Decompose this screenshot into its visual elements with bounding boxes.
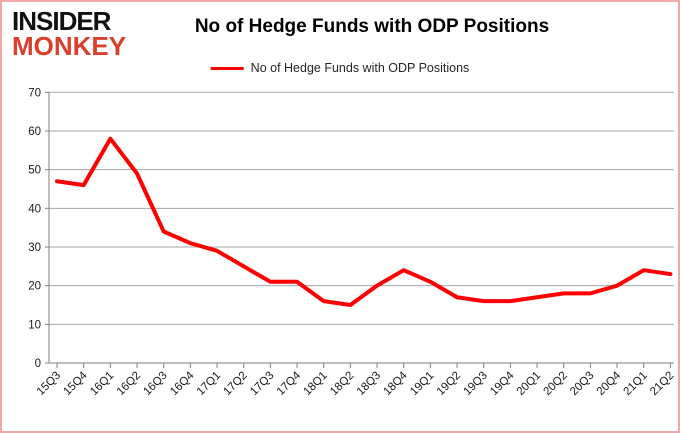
y-axis-label: 10 bbox=[28, 319, 41, 331]
x-axis-label: 21Q2 bbox=[648, 370, 676, 398]
chart-line bbox=[55, 136, 673, 307]
x-axis-label: 19Q1 bbox=[408, 370, 436, 398]
x-axis-label: 17Q2 bbox=[221, 370, 249, 398]
x-axis-label: 20Q1 bbox=[515, 370, 543, 398]
x-axis-label: 19Q3 bbox=[461, 370, 489, 398]
x-axis-label: 18Q2 bbox=[328, 370, 356, 398]
x-axis-label: 18Q1 bbox=[301, 370, 329, 398]
x-axis-label: 20Q2 bbox=[541, 370, 569, 398]
logo-line-insider: INSIDER bbox=[12, 6, 111, 36]
logo-line-monkey: MONKEY bbox=[12, 30, 127, 61]
x-axis-label: 18Q4 bbox=[381, 369, 410, 398]
chart-title: No of Hedge Funds with ODP Positions bbox=[194, 16, 550, 37]
y-axis-label: 60 bbox=[28, 126, 41, 138]
legend-line-swatch bbox=[210, 66, 244, 70]
y-axis-label: 70 bbox=[28, 87, 41, 99]
y-axis-label: 30 bbox=[28, 242, 41, 254]
y-axis-label: 0 bbox=[35, 358, 41, 370]
x-axis-label: 21Q1 bbox=[621, 370, 649, 398]
x-axis-label: 17Q3 bbox=[248, 370, 276, 398]
x-axis-label: 16Q2 bbox=[115, 370, 143, 398]
x-axis-label: 20Q3 bbox=[568, 370, 596, 398]
x-axis-label: 15Q4 bbox=[61, 369, 90, 398]
x-axis-label: 16Q1 bbox=[88, 370, 116, 398]
x-axis-label: 17Q4 bbox=[275, 369, 304, 398]
x-axis-label: 16Q3 bbox=[141, 370, 169, 398]
x-axis-label: 17Q1 bbox=[195, 370, 223, 398]
x-axis-label: 19Q4 bbox=[488, 369, 517, 398]
x-axis-label: 19Q2 bbox=[435, 370, 463, 398]
y-axis-label: 50 bbox=[28, 165, 41, 177]
x-axis-label: 20Q4 bbox=[595, 369, 624, 398]
x-axis-label: 18Q3 bbox=[355, 370, 383, 398]
x-axis-label: 16Q4 bbox=[168, 369, 197, 398]
chart-legend: No of Hedge Funds with ODP Positions bbox=[210, 61, 470, 75]
y-axis-label: 40 bbox=[28, 203, 41, 215]
y-axis-label: 20 bbox=[28, 281, 41, 293]
x-axis-label: 15Q3 bbox=[35, 370, 63, 398]
insider-monkey-logo: INSIDER MONKEY bbox=[12, 6, 127, 61]
legend-label: No of Hedge Funds with ODP Positions bbox=[250, 61, 470, 75]
